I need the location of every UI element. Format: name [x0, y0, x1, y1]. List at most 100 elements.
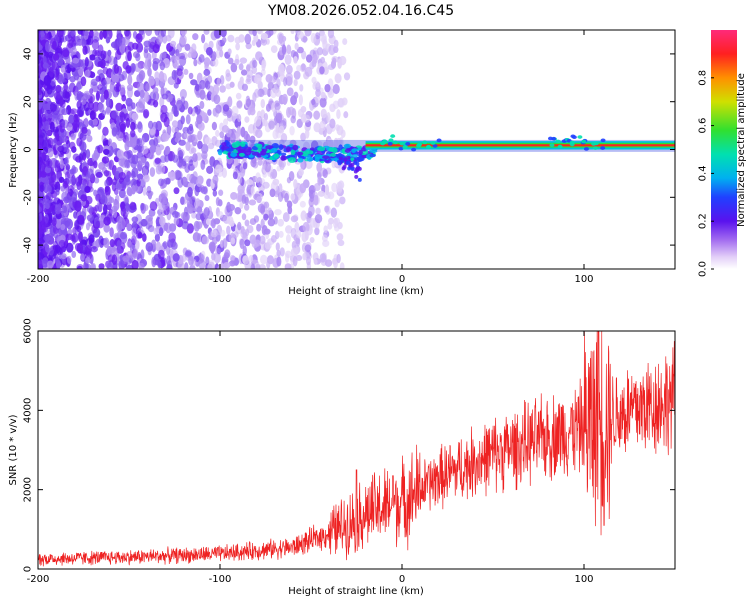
spectrogram-noise-cell	[107, 49, 112, 57]
spectrogram-signal-cell	[600, 138, 606, 143]
spectrogram-signal-cell	[411, 147, 417, 152]
spectrogram-signal-cell	[577, 135, 583, 139]
spectrogram-signal-cell	[390, 134, 396, 138]
spectrogram-noise-cell	[263, 113, 269, 121]
spectrogram-noise-cell	[47, 147, 54, 158]
spectrogram-noise-cell	[207, 109, 212, 116]
spectrogram-noise-cell	[223, 261, 231, 269]
spectrogram-noise-cell	[263, 228, 271, 235]
spectrogram-noise-cell	[320, 91, 326, 99]
spectrogram-signal-cell	[426, 144, 432, 149]
spectrogram-noise-cell	[47, 57, 54, 66]
snr-x-axis-label: Height of straight line (km)	[288, 586, 424, 597]
spectrogram-noise-cell	[46, 260, 54, 269]
spectrogram-noise-cell	[97, 84, 103, 91]
spectrogram-noise-cell	[63, 217, 71, 228]
spectrogram-noise-cell	[238, 63, 244, 71]
spectrogram-noise-cell	[192, 33, 199, 41]
spectrogram-signal-cell	[297, 151, 304, 156]
spectrogram-noise-cell	[64, 156, 69, 166]
spectrogram-noise-cell	[272, 129, 279, 140]
spectrogram-noise-cell	[281, 35, 287, 42]
spectrogram-noise-cell	[249, 135, 256, 144]
spectrogram-noise-cell	[84, 263, 89, 269]
spectrogram-noise-cell	[49, 101, 58, 112]
spectrogram-noise-cell	[244, 116, 250, 123]
spectrogram-noise-cell	[230, 237, 236, 245]
spectrogram-noise-cell	[199, 100, 205, 110]
spectrogram-noise-cell	[213, 94, 221, 105]
spectrogram-noise-cell	[148, 78, 155, 86]
spectrogram-x-tick-label: -100	[209, 274, 232, 285]
spectrogram-noise-cell	[113, 200, 120, 211]
spectrogram-noise-cell	[266, 255, 274, 265]
spectrogram-noise-cell	[293, 78, 298, 87]
spectrogram-noise-cell	[340, 129, 346, 138]
snr-x-tick-label: -100	[209, 574, 232, 585]
spectrogram-noise-cell	[313, 258, 318, 265]
snr-x-tick-label: -200	[27, 574, 50, 585]
spectrogram-signal-cell	[322, 155, 330, 160]
spectrogram-noise-cell	[103, 237, 110, 248]
spectrogram-noise-cell	[110, 247, 118, 257]
spectrogram-signal-cell	[436, 138, 442, 143]
spectrogram-noise-cell	[200, 159, 206, 171]
spectrogram-noise-cell	[102, 30, 107, 39]
spectrogram-noise-cell	[274, 208, 282, 216]
spectrogram-noise-cell	[257, 203, 266, 214]
spectrogram-noise-cell	[161, 52, 167, 59]
spectrogram-noise-cell	[137, 137, 143, 146]
spectrogram-noise-cell	[60, 253, 67, 260]
spectrogram-noise-cell	[67, 39, 74, 49]
spectrogram-noise-cell	[97, 144, 104, 154]
spectrogram-noise-cell	[65, 242, 74, 253]
spectrogram-noise-cell	[200, 186, 208, 195]
spectrogram-y-tick-label: 40	[23, 48, 34, 61]
spectrogram-noise-cell	[331, 57, 337, 65]
colorbar-ticks: 0.0 0.2 0.4 0.6 0.8	[698, 70, 714, 277]
spectrogram-noise-cell	[272, 178, 280, 186]
spectrogram-noise-cell	[53, 197, 61, 205]
spectrogram-noise-cell	[187, 106, 193, 115]
spectrogram-noise-cell	[219, 85, 226, 93]
spectrogram-noise-cell	[229, 254, 236, 262]
spectrogram-noise-cell	[260, 254, 268, 265]
spectrogram-noise-cell	[56, 30, 64, 38]
spectrogram-noise-cell	[252, 59, 258, 68]
spectrogram-noise-cell	[265, 73, 273, 83]
spectrogram-signal-cell	[387, 141, 393, 146]
spectrogram-noise-cell	[65, 195, 73, 202]
spectrogram-noise-cell	[113, 63, 120, 74]
spectrogram-x-tick-label: 0	[399, 274, 405, 285]
spectrogram-noise-cell	[190, 49, 198, 59]
spectrogram-noise-cell	[281, 93, 288, 105]
spectrogram-noise-cell	[186, 126, 194, 135]
spectrogram-noise-cell	[152, 87, 159, 94]
spectrogram-noise-cell	[85, 170, 91, 182]
spectrogram-noise-cell	[336, 253, 341, 264]
snr-y-tick-label: 4000	[23, 398, 34, 423]
spectrogram-noise-cell	[97, 102, 103, 112]
spectrogram-noise-cell	[203, 208, 209, 219]
spectrogram-noise-cell	[260, 98, 266, 109]
spectrogram-noise-cell	[95, 193, 101, 202]
spectrogram-noise-cell	[84, 185, 91, 194]
spectrogram-signal-cell	[221, 142, 228, 147]
spectrogram-noise-cell	[82, 151, 87, 161]
spectrogram-noise-cell	[100, 194, 108, 205]
spectrogram-noise-cell	[54, 91, 61, 101]
spectrogram-noise-cell	[283, 77, 288, 87]
spectrogram-noise-cell	[235, 42, 240, 51]
spectrogram-noise-cell	[66, 176, 72, 185]
spectrogram-noise-cell	[188, 72, 194, 80]
spectrogram-noise-cell	[110, 110, 119, 119]
spectrogram-noise-cell	[285, 76, 293, 87]
spectrogram-noise-cell	[131, 227, 137, 237]
spectrogram-noise-cell	[199, 79, 206, 90]
spectrogram-noise-cell	[226, 215, 234, 225]
spectrogram-noise-cell	[172, 154, 179, 163]
spectrogram-noise-cell	[97, 60, 104, 68]
spectrogram-noise-cell	[290, 215, 299, 223]
spectrogram-noise-cell	[264, 241, 272, 250]
spectrogram-noise-cell	[147, 67, 152, 77]
